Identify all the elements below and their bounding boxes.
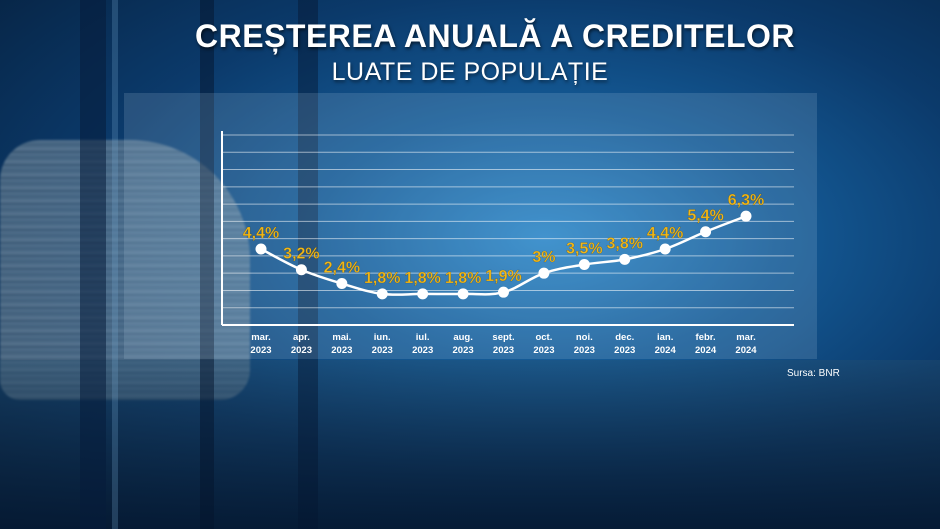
data-point <box>295 264 307 276</box>
background-floor <box>0 360 940 529</box>
x-tick-label-month: ian. <box>657 332 673 343</box>
data-point <box>740 210 752 222</box>
x-tick-label-month: iul. <box>416 332 430 343</box>
data-label: 5,4% <box>687 208 723 225</box>
x-tick-label-year: 2023 <box>331 345 352 356</box>
data-point <box>457 288 469 300</box>
x-tick-label-year: 2023 <box>250 345 271 356</box>
data-point <box>417 288 429 300</box>
data-label: 2,4% <box>324 260 360 277</box>
x-tick-label-month: febr. <box>696 332 716 343</box>
data-label: 4,4% <box>243 225 279 242</box>
data-point <box>578 259 590 271</box>
background-stripe <box>80 0 106 529</box>
data-label: 3% <box>532 249 555 266</box>
line-chart: 4,4% mar. 2023 3,2% apr. 2023 2,4% mai. 2023 1,8%… <box>221 131 794 356</box>
x-tick-label-month: apr. <box>293 332 310 343</box>
x-tick-label-year: 2023 <box>493 345 514 356</box>
x-tick-label-month: mai. <box>332 332 351 343</box>
x-tick-label-month: mar. <box>736 332 756 343</box>
data-point <box>538 267 550 279</box>
chart-subtitle: LUATE DE POPULAȚIE <box>331 58 609 86</box>
x-tick-label-year: 2024 <box>695 345 717 356</box>
source-note: Sursa: BNR <box>787 368 840 379</box>
x-tick-label-year: 2023 <box>412 345 433 356</box>
x-tick-label-month: mar. <box>251 332 271 343</box>
x-tick-label-month: noi. <box>576 332 593 343</box>
data-point <box>255 243 267 255</box>
x-tick-label-year: 2023 <box>533 345 554 356</box>
background-stripe <box>200 0 214 529</box>
x-tick-label-year: 2023 <box>614 345 635 356</box>
background-stripe <box>112 0 118 529</box>
data-point <box>659 243 671 255</box>
data-label: 1,8% <box>404 270 440 287</box>
data-label: 6,3% <box>728 192 764 209</box>
x-tick-label-year: 2023 <box>372 345 393 356</box>
data-label: 3,2% <box>283 246 319 263</box>
data-label: 3,8% <box>607 235 643 252</box>
chart-panel: 4,4% mar. 2023 3,2% apr. 2023 2,4% mai. 2023 1,8%… <box>124 93 817 359</box>
x-tick-label-year: 2023 <box>453 345 474 356</box>
data-label: 4,4% <box>647 225 683 242</box>
data-label: 1,8% <box>364 270 400 287</box>
x-tick-label-month: oct. <box>535 332 552 343</box>
data-point <box>336 278 348 290</box>
x-tick-label-month: aug. <box>453 332 473 343</box>
x-tick-label-year: 2024 <box>735 345 757 356</box>
data-point <box>700 226 712 238</box>
data-point <box>376 288 388 300</box>
x-tick-label-year: 2023 <box>574 345 595 356</box>
x-tick-label-month: iun. <box>374 332 391 343</box>
x-tick-label-year: 2023 <box>291 345 312 356</box>
data-label: 1,8% <box>445 270 481 287</box>
chart-title: CREȘTEREA ANUALĂ A CREDITELOR <box>195 18 795 54</box>
data-point <box>498 286 509 298</box>
background-stripe <box>298 0 318 529</box>
data-label: 1,9% <box>485 268 521 285</box>
x-tick-label-year: 2024 <box>655 345 677 356</box>
x-tick-label-month: sept. <box>492 332 514 343</box>
x-tick-label-month: dec. <box>615 332 634 343</box>
data-label: 3,5% <box>566 241 602 258</box>
data-point <box>619 253 631 265</box>
